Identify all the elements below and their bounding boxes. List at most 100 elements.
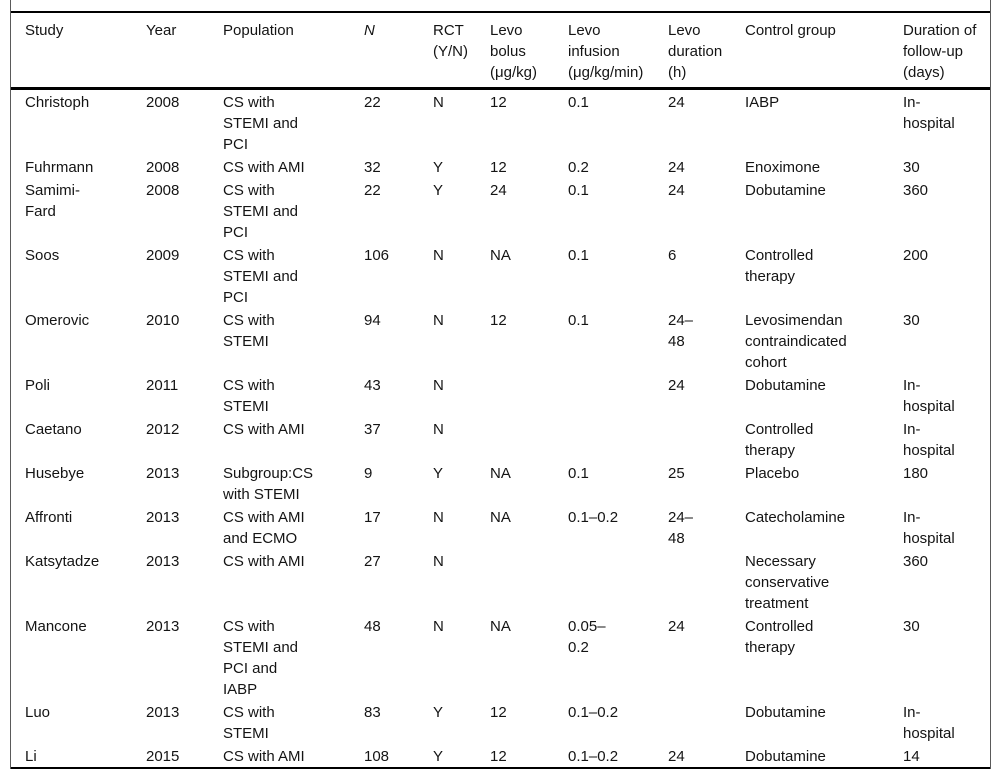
cell-levo-bolus: NA (490, 509, 511, 526)
cell-n: 48 (364, 618, 381, 635)
cell-levo-infusion: 0.1 (568, 465, 589, 482)
cell-n: 22 (364, 94, 381, 111)
cell-study: Omerovic (25, 312, 90, 329)
table-row: Li 2015 CS with AMI 108 Y 12 0.1–0.2 24 … (11, 744, 990, 768)
cell-control-group: Dobutamine (745, 748, 826, 765)
cell-levo-bolus: NA (490, 465, 511, 482)
cell-year: 2008 (146, 159, 180, 176)
cell-levo-duration: 25 (668, 465, 685, 482)
header-levo-infusion: Levo infusion (μg/kg/min) (568, 12, 668, 90)
cell-n: 43 (364, 377, 381, 394)
cell-levo-bolus: 12 (490, 312, 507, 329)
cell-levo-infusion (568, 549, 668, 614)
table-row: Fuhrmann 2008 CS with AMI 32 Y 12 0.2 24… (11, 155, 990, 178)
cell-population: CS with AMI (223, 159, 305, 176)
cell-levo-duration: 24 (668, 159, 685, 176)
cell-year: 2013 (146, 509, 180, 526)
cell-population: Subgroup:CS with STEMI (223, 465, 314, 503)
cell-rct: Y (433, 704, 444, 721)
cell-control-group: Levosimendan contraindicated cohort (745, 312, 847, 371)
cell-control-group: Dobutamine (745, 182, 826, 199)
header-rct: RCT (Y/N) (433, 12, 490, 90)
cell-control-group: Dobutamine (745, 704, 826, 721)
cell-levo-duration: 24 (668, 182, 685, 199)
study-characteristics-table-frame: Study Year Population N RCT (Y/N) Levo b… (10, 0, 991, 769)
table-row: Poli 2011 CS with STEMI 43 N 24 Dobutami… (11, 373, 990, 417)
studies-table: Study Year Population N RCT (Y/N) Levo b… (11, 11, 990, 769)
cell-n: 106 (364, 247, 390, 264)
table-row: Christoph 2008 CS with STEMI and PCI 22 … (11, 89, 990, 156)
cell-followup: In- hospital (903, 421, 955, 459)
cell-rct: N (433, 421, 444, 438)
cell-n: 83 (364, 704, 381, 721)
cell-population: CS with STEMI (223, 312, 275, 350)
cell-followup: 30 (903, 312, 920, 329)
cell-levo-duration (668, 549, 745, 614)
header-levo-duration: Levo duration (h) (668, 12, 745, 90)
cell-population: CS with AMI (223, 421, 305, 438)
cell-control-group: IABP (745, 94, 780, 111)
cell-levo-infusion: 0.1 (568, 312, 589, 329)
cell-levo-infusion: 0.1–0.2 (568, 748, 619, 765)
header-levo-bolus: Levo bolus (μg/kg) (490, 12, 568, 90)
header-row: Study Year Population N RCT (Y/N) Levo b… (11, 12, 990, 90)
table-row: Mancone 2013 CS with STEMI and PCI and I… (11, 614, 990, 700)
cell-levo-bolus: 24 (490, 182, 507, 199)
cell-population: CS with AMI and ECMO (223, 509, 305, 547)
cell-year: 2013 (146, 553, 180, 570)
cell-rct: N (433, 618, 444, 635)
cell-population: CS with STEMI (223, 377, 275, 415)
cell-study: Soos (25, 247, 60, 264)
table-row: Husebye 2013 Subgroup:CS with STEMI 9 Y … (11, 461, 990, 505)
cell-levo-infusion: 0.2 (568, 159, 589, 176)
cell-study: Mancone (25, 618, 87, 635)
cell-levo-duration: 24 (668, 377, 685, 394)
cell-year: 2009 (146, 247, 180, 264)
cell-study: Caetano (25, 421, 82, 438)
table-row: Omerovic 2010 CS with STEMI 94 N 12 0.1 … (11, 308, 990, 373)
cell-study: Li (25, 748, 37, 765)
cell-population: CS with STEMI and PCI (223, 182, 299, 241)
cell-population: CS with STEMI and PCI and IABP (223, 618, 299, 698)
cell-levo-infusion (568, 373, 668, 417)
cell-levo-bolus: 12 (490, 94, 507, 111)
cell-rct: N (433, 247, 444, 264)
cell-levo-infusion (568, 417, 668, 461)
cell-levo-duration (668, 700, 745, 744)
cell-study: Poli (25, 377, 51, 394)
cell-population: CS with AMI (223, 748, 305, 765)
cell-n: 37 (364, 421, 381, 438)
header-followup: Duration of follow-up (days) (903, 12, 990, 90)
table-row: Caetano 2012 CS with AMI 37 N Controlled… (11, 417, 990, 461)
cell-followup: 200 (903, 247, 929, 264)
cell-population: CS with AMI (223, 553, 305, 570)
cell-followup: In- hospital (903, 94, 955, 132)
cell-n: 27 (364, 553, 381, 570)
cell-study: Christoph (25, 94, 90, 111)
table-row: Luo 2013 CS with STEMI 83 Y 12 0.1–0.2 D… (11, 700, 990, 744)
cell-levo-duration: 24 (668, 94, 685, 111)
cell-rct: Y (433, 159, 444, 176)
cell-levo-duration: 24 (668, 748, 685, 765)
cell-control-group: Catecholamine (745, 509, 846, 526)
cell-year: 2008 (146, 94, 180, 111)
table-body: Christoph 2008 CS with STEMI and PCI 22 … (11, 89, 990, 769)
cell-levo-bolus (490, 417, 568, 461)
cell-n: 22 (364, 182, 381, 199)
cell-levo-bolus: 12 (490, 748, 507, 765)
cell-control-group: Necessary conservative treatment (745, 553, 830, 612)
cell-followup: 360 (903, 553, 929, 570)
cell-rct: N (433, 553, 444, 570)
cell-levo-duration: 24– 48 (668, 312, 694, 350)
cell-followup: 30 (903, 618, 920, 635)
cell-levo-infusion: 0.1 (568, 247, 589, 264)
table-row: Soos 2009 CS with STEMI and PCI 106 N NA… (11, 243, 990, 308)
cell-followup: 180 (903, 465, 929, 482)
cell-followup: In- hospital (903, 377, 955, 415)
cell-year: 2013 (146, 618, 180, 635)
cell-year: 2011 (146, 377, 179, 394)
cell-n: 9 (364, 465, 373, 482)
cell-rct: Y (433, 465, 444, 482)
cell-n: 17 (364, 509, 381, 526)
cell-study: Katsytadze (25, 553, 100, 570)
